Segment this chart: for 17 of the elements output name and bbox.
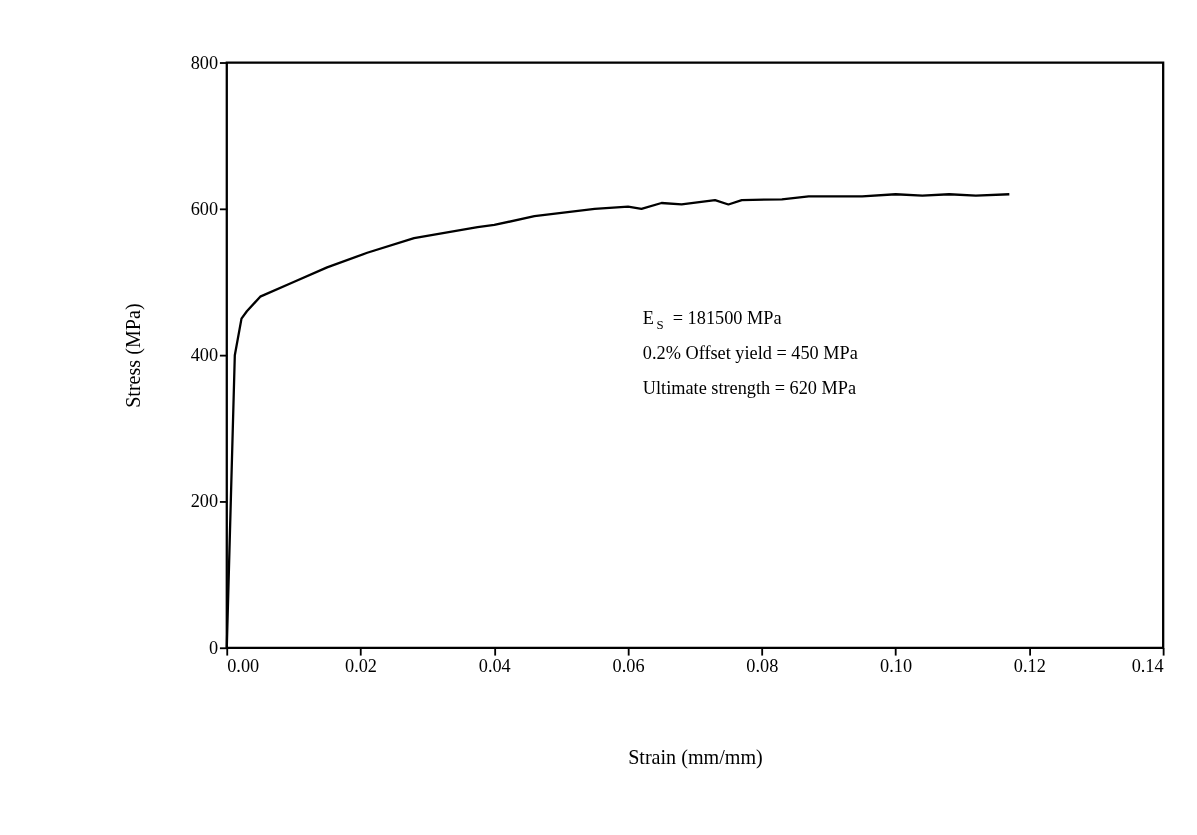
x-tick-label: 0.10: [880, 656, 913, 677]
y-tick-label: 800: [190, 52, 219, 73]
y-tick-label: 200: [190, 491, 219, 512]
y-tick-label: 400: [190, 345, 219, 366]
annotation: Ultimate strength = 620 MPa: [642, 377, 857, 398]
annotation: 0.2% Offset yield = 450 MPa: [642, 342, 858, 363]
x-tick-label: 0.14: [1131, 656, 1164, 677]
x-axis-title: Strain (mm/mm): [628, 746, 763, 770]
x-tick-label: 0.02: [345, 656, 377, 677]
x-tick-label: 0.06: [612, 656, 645, 677]
y-tick-label: 600: [190, 198, 219, 219]
x-tick-label: 0.08: [746, 656, 779, 677]
y-tick-label: 0: [208, 637, 219, 658]
x-tick-label: 0.00: [227, 656, 260, 677]
x-tick-label: 0.04: [478, 656, 511, 677]
x-tick-label: 0.12: [1013, 656, 1046, 677]
y-axis-title: Stress (MPa): [122, 303, 146, 408]
